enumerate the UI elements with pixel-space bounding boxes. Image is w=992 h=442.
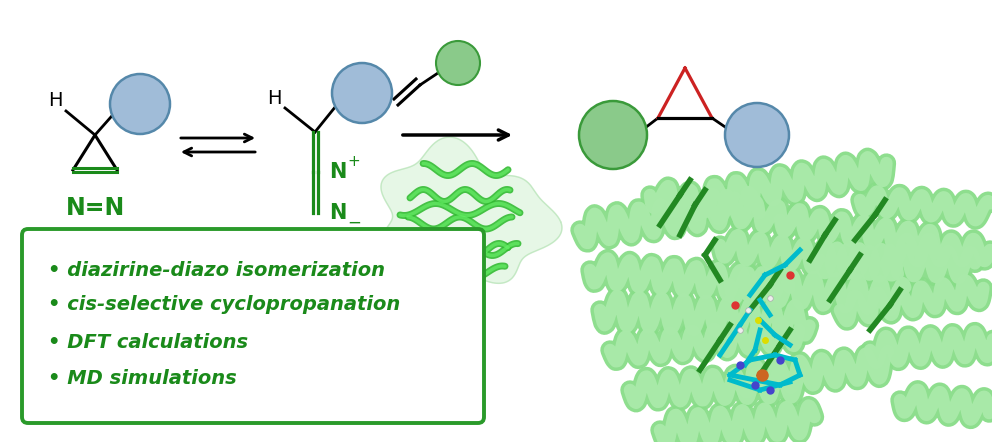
Circle shape xyxy=(332,63,392,123)
FancyBboxPatch shape xyxy=(22,229,484,423)
Circle shape xyxy=(436,41,480,85)
Circle shape xyxy=(110,74,170,134)
Polygon shape xyxy=(380,137,561,301)
Text: H: H xyxy=(267,88,282,107)
Text: N=N: N=N xyxy=(65,196,125,220)
Text: N: N xyxy=(329,203,346,223)
Text: +: + xyxy=(347,155,360,169)
Circle shape xyxy=(725,103,789,167)
Text: • MD simulations: • MD simulations xyxy=(48,369,237,388)
Text: • diazirine-diazo isomerization: • diazirine-diazo isomerization xyxy=(48,260,385,279)
Text: H: H xyxy=(48,91,62,110)
Text: −: − xyxy=(347,214,361,232)
Text: • DFT calculations: • DFT calculations xyxy=(48,332,248,351)
Text: N: N xyxy=(329,162,346,182)
Circle shape xyxy=(579,101,647,169)
Text: • cis-selective cyclopropanation: • cis-selective cyclopropanation xyxy=(48,296,400,315)
